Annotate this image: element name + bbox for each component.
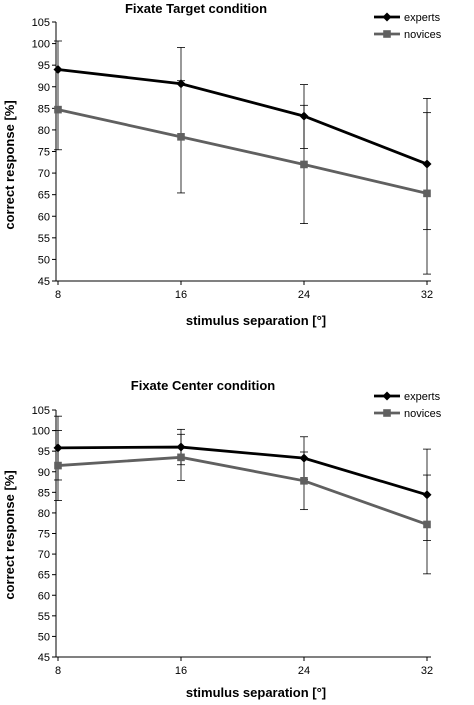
y-tick-label: 85 xyxy=(38,103,50,115)
chart-title: Fixate Target condition xyxy=(125,1,267,16)
data-point xyxy=(423,520,431,529)
y-tick-label: 75 xyxy=(38,147,50,159)
legend-item: novices xyxy=(374,29,442,41)
legend-label: novices xyxy=(404,408,442,420)
y-tick-label: 55 xyxy=(38,611,50,623)
data-point xyxy=(300,160,308,169)
legend: experts novices xyxy=(374,391,442,420)
series-line xyxy=(57,455,428,526)
x-tick-label: 32 xyxy=(421,665,433,677)
y-tick-label: 45 xyxy=(38,652,50,664)
data-point xyxy=(177,453,185,462)
y-tick-label: 65 xyxy=(38,570,50,582)
legend-marker xyxy=(383,409,391,417)
y-tick-label: 95 xyxy=(38,446,50,458)
y-tick-label: 50 xyxy=(38,254,50,266)
series-line xyxy=(57,68,428,166)
legend-item: novices xyxy=(374,408,442,420)
y-tick-label: 95 xyxy=(38,60,50,72)
y-tick-label: 100 xyxy=(32,39,50,51)
chart-title: Fixate Center condition xyxy=(131,378,276,393)
x-tick-label: 24 xyxy=(298,665,310,677)
legend-item: experts xyxy=(374,391,441,403)
data-point xyxy=(300,477,308,485)
legend-label: experts xyxy=(404,12,441,24)
y-tick-label: 70 xyxy=(38,549,50,561)
x-tick-label: 16 xyxy=(175,289,187,301)
y-tick-label: 60 xyxy=(38,590,50,602)
y-tick-label: 90 xyxy=(38,467,50,479)
series-line xyxy=(57,108,428,195)
x-tick-label: 8 xyxy=(55,665,61,677)
x-tick-label: 32 xyxy=(421,289,433,301)
legend-item: experts xyxy=(374,12,441,24)
y-tick-label: 80 xyxy=(38,125,50,137)
y-tick-label: 80 xyxy=(38,508,50,520)
legend-label: experts xyxy=(404,391,441,403)
y-tick-label: 90 xyxy=(38,82,50,94)
data-point xyxy=(54,105,62,114)
y-tick-label: 75 xyxy=(38,529,50,541)
series-experts xyxy=(53,40,432,231)
x-axis-label: stimulus separation [°] xyxy=(186,313,326,328)
data-point xyxy=(54,461,62,470)
series-novices xyxy=(54,69,431,275)
plot-area: 45 50 55 60 65 70 75 80 85 90 95 100 105 8 16 24 32 exper… xyxy=(32,12,442,301)
legend-marker xyxy=(383,30,391,38)
x-tick-label: 24 xyxy=(298,289,310,301)
y-tick-label: 105 xyxy=(32,405,50,417)
plot-area: 45 50 55 60 65 70 75 80 85 90 95 100 105 8 16 24 32 exper… xyxy=(32,391,442,677)
y-tick-label: 50 xyxy=(38,631,50,643)
legend: experts novices xyxy=(374,12,442,41)
chart-fixate-target: Fixate Target condition stimulus separat… xyxy=(2,1,442,328)
y-axis-label: correct response [%] xyxy=(2,100,17,229)
y-tick-label: 105 xyxy=(32,17,50,29)
y-axis-label: correct response [%] xyxy=(2,470,17,599)
legend-marker xyxy=(382,391,392,401)
y-tick-label: 65 xyxy=(38,190,50,202)
y-tick-label: 85 xyxy=(38,487,50,499)
legend-marker xyxy=(382,12,392,22)
chart-fixate-center: Fixate Center condition stimulus separat… xyxy=(2,378,442,700)
series-experts xyxy=(53,415,432,541)
legend-label: novices xyxy=(404,29,442,41)
data-point xyxy=(423,189,431,198)
y-tick-label: 45 xyxy=(38,276,50,288)
x-tick-label: 16 xyxy=(175,665,187,677)
y-tick-label: 100 xyxy=(32,426,50,438)
x-tick-label: 8 xyxy=(55,289,61,301)
y-tick-label: 60 xyxy=(38,211,50,223)
y-tick-label: 70 xyxy=(38,168,50,180)
y-tick-label: 55 xyxy=(38,233,50,245)
series-line xyxy=(57,445,428,497)
data-point xyxy=(177,133,185,141)
x-axis-label: stimulus separation [°] xyxy=(186,685,326,700)
series-novices xyxy=(54,430,431,575)
